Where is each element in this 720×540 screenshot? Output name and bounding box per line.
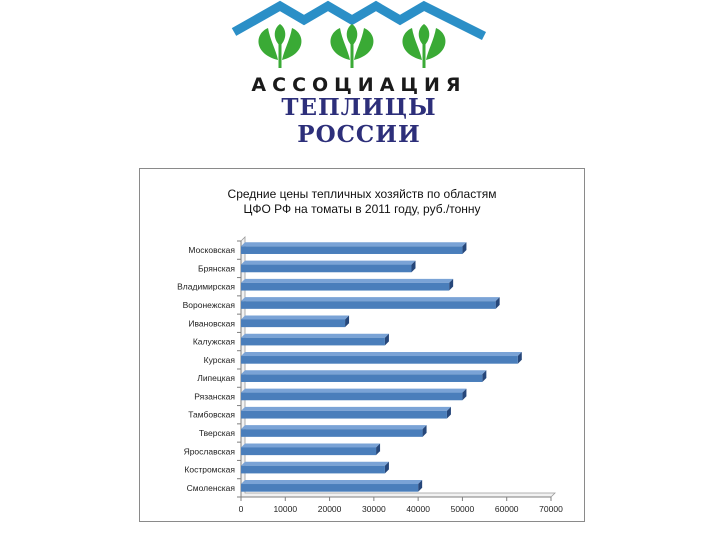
bar-end-face <box>462 388 467 401</box>
bar-end-face <box>482 370 487 382</box>
bar <box>241 374 483 382</box>
leaf-sprouts-icon <box>258 24 446 68</box>
bar-end-face <box>449 278 454 291</box>
category-label: Московская <box>188 245 235 255</box>
bar-top-face <box>241 260 416 265</box>
association-logo: АССОЦИАЦИЯ ТЕПЛИЦЫ РОССИИ <box>228 0 490 148</box>
bar-top-face <box>241 480 423 485</box>
bar-top-face <box>241 242 467 247</box>
x-tick-label: 0 <box>239 504 244 514</box>
bar <box>241 246 463 254</box>
category-label: Калужская <box>193 337 236 347</box>
roof-outline-icon <box>231 0 487 41</box>
x-tick-label: 40000 <box>406 504 430 514</box>
category-label: Курская <box>204 355 236 365</box>
category-label: Липецкая <box>197 373 235 383</box>
bar-end-face <box>422 425 427 437</box>
bar-top-face <box>241 370 487 375</box>
bar-chart-plot: 0 10000 20000 30000 40000 50000 60000 70000 Моск… <box>177 236 563 514</box>
category-label: Костромская <box>184 465 235 475</box>
category-label: Смоленская <box>187 483 236 493</box>
bar-end-face <box>446 406 451 419</box>
bar <box>241 392 463 401</box>
chart-title-line-2: ЦФО РФ на томаты в 2011 году, руб./тонну <box>243 202 481 216</box>
bar-top-face <box>241 315 350 320</box>
bar <box>241 301 496 309</box>
bar-top-face <box>241 443 381 448</box>
category-label: Владимирская <box>177 282 235 292</box>
category-label: Брянская <box>198 263 235 273</box>
chart-title-line-1: Средние цены тепличных хозяйств по облас… <box>227 187 497 201</box>
category-label: Тверская <box>199 428 236 438</box>
bar-top-face <box>241 297 500 302</box>
bar-end-face <box>411 260 416 273</box>
category-label: Рязанская <box>194 391 235 401</box>
x-tick-label: 60000 <box>495 504 519 514</box>
bar <box>241 484 419 492</box>
plot-floor <box>240 236 556 498</box>
bar-end-face <box>517 352 522 364</box>
bar-top-face <box>241 352 522 357</box>
x-tick-label: 30000 <box>362 504 386 514</box>
bar <box>241 465 385 474</box>
bar <box>241 337 385 346</box>
sprout-2-icon <box>330 24 374 68</box>
bar <box>241 319 346 328</box>
bar <box>241 410 447 419</box>
bar-end-face <box>345 315 350 328</box>
bar <box>241 429 423 437</box>
bar <box>241 447 377 456</box>
bar-top-face <box>241 278 454 283</box>
bar-top-face <box>241 425 427 430</box>
x-tick-label: 70000 <box>539 504 563 514</box>
logo-association-text: АССОЦИАЦИЯ <box>251 74 467 96</box>
bar-end-face <box>376 443 381 456</box>
category-label: Ярославская <box>184 446 236 456</box>
logo-greenhouses-text: ТЕПЛИЦЫ РОССИИ <box>281 94 437 148</box>
bar-top-face <box>241 461 389 466</box>
bar <box>241 264 412 273</box>
bar-top-face <box>241 333 389 338</box>
bar <box>241 356 518 364</box>
x-tick-label: 20000 <box>318 504 342 514</box>
category-label: Тамбовская <box>188 410 235 420</box>
bar-top-face <box>241 406 451 411</box>
bar-end-face <box>384 333 389 346</box>
x-tick-label: 10000 <box>273 504 297 514</box>
bar-end-face <box>384 461 389 474</box>
bar <box>241 282 450 291</box>
category-label: Ивановская <box>188 318 235 328</box>
bar-end-face <box>495 297 500 309</box>
logo-emblem-icon <box>231 0 487 68</box>
sprout-1-icon <box>258 24 302 68</box>
bar-end-face <box>418 480 423 492</box>
bar-top-face <box>241 388 467 393</box>
chart-container: Средние цены тепличных хозяйств по облас… <box>139 168 585 522</box>
bar-end-face <box>462 242 467 254</box>
chart-title: Средние цены тепличных хозяйств по облас… <box>140 187 584 217</box>
category-label: Воронежская <box>183 300 236 310</box>
sprout-3-icon <box>402 24 446 68</box>
x-tick-label: 50000 <box>451 504 475 514</box>
